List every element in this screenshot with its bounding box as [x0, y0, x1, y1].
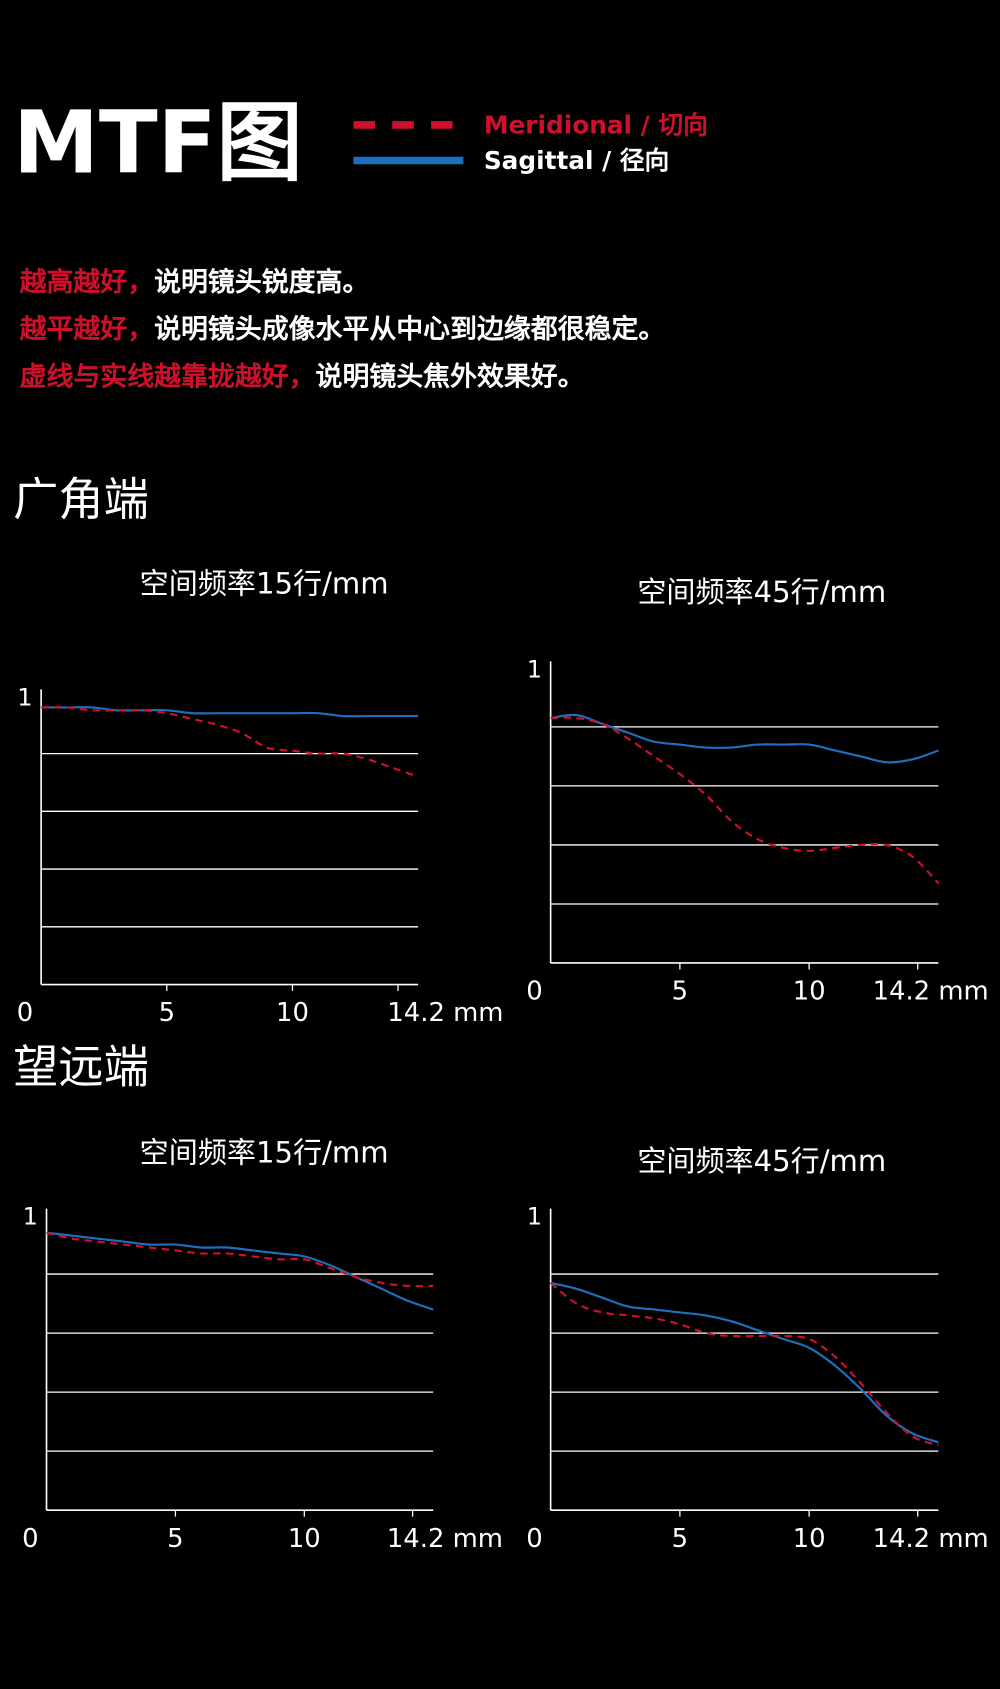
- mtf-curve: [550, 713, 939, 764]
- legend-label: Sagittal / 径向: [484, 146, 669, 175]
- x-tick-label: 5: [159, 998, 175, 1028]
- x-tick-label: 10: [288, 1524, 321, 1554]
- note-highlight: 虚线与实线越靠拢越好，: [20, 361, 316, 393]
- x-tick-label: 14.2 mm: [387, 1524, 503, 1554]
- x-tick-label: 14.2 mm: [387, 998, 503, 1028]
- chart-title: 空间频率15行/mm: [140, 1135, 389, 1169]
- y-tick-label: 1: [23, 1203, 38, 1231]
- x-tick-label: 5: [672, 1524, 688, 1554]
- note-text: 说明镜头焦外效果好。: [316, 361, 585, 393]
- x-tick-label: 0: [526, 1524, 542, 1554]
- chart-title: 空间频率45行/mm: [637, 1144, 886, 1178]
- note-highlight: 越高越好，: [20, 266, 155, 298]
- chart-title: 空间频率15行/mm: [140, 567, 389, 601]
- x-tick-label: 5: [167, 1524, 183, 1554]
- section-title: 广角端: [13, 473, 149, 526]
- y-tick-label: 1: [527, 656, 542, 684]
- chart-title: 空间频率45行/mm: [637, 575, 886, 609]
- note-text: 说明镜头锐度高。: [154, 266, 369, 298]
- x-tick-label: 10: [793, 1524, 826, 1554]
- y-tick-label: 1: [17, 684, 32, 712]
- mtf-curve: [550, 1281, 939, 1444]
- note-text: 说明镜头成像水平从中心到边缘都很稳定。: [154, 313, 665, 345]
- legend-label: Meridional / 切向: [484, 111, 708, 140]
- mtf-curve: [46, 1231, 434, 1311]
- x-tick-label: 14.2 mm: [873, 977, 989, 1007]
- x-tick-label: 10: [276, 998, 309, 1028]
- y-tick-label: 1: [527, 1203, 542, 1231]
- x-tick-label: 0: [17, 998, 33, 1028]
- mtf-curve: [46, 1231, 434, 1288]
- mtf-curve: [550, 716, 940, 885]
- note-highlight: 越平越好，: [20, 314, 155, 345]
- mtf-curve: [41, 706, 419, 718]
- section-title: 望远端: [13, 1041, 149, 1094]
- x-tick-label: 14.2 mm: [873, 1524, 989, 1554]
- x-tick-label: 0: [526, 977, 542, 1007]
- x-tick-label: 0: [22, 1524, 38, 1554]
- x-tick-label: 5: [672, 977, 688, 1007]
- page-title: MTF图: [13, 93, 303, 193]
- x-tick-label: 10: [793, 977, 826, 1007]
